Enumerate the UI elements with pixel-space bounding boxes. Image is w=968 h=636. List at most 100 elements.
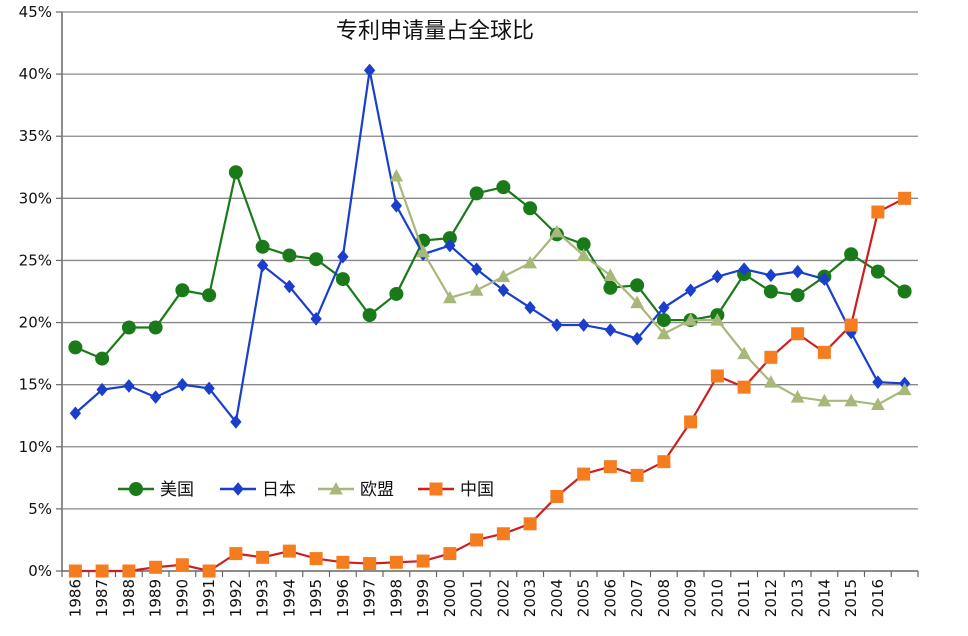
data-point [175,283,190,298]
data-point [175,558,189,572]
data-point [657,326,671,340]
data-point [496,180,511,195]
data-point [523,201,538,216]
y-tick-label: 40% [19,65,52,83]
data-point [122,564,136,578]
y-axis-ticks: 0% 5% 10% 15% 20% 25% 30% 35% 40% 45% [19,3,52,580]
x-tick-label: 2011 [735,579,753,617]
data-point [96,382,108,397]
data-point [176,377,189,392]
data-point [710,313,725,326]
data-point [844,393,858,407]
data-point [658,300,670,315]
data-point [630,295,644,309]
data-point [202,564,216,578]
data-point [363,63,376,78]
legend-item: 欧盟 [318,480,394,500]
x-tick-label: 1988 [120,579,138,617]
x-tick-label: 2016 [869,579,887,617]
data-point [710,369,724,383]
data-point [683,313,698,326]
data-point [416,244,430,258]
data-point [310,312,322,326]
data-point [363,557,377,571]
data-point [711,269,724,284]
x-tick-label: 1997 [361,579,379,617]
x-tick-label: 1995 [307,579,325,617]
x-tick-label: 1999 [414,579,432,617]
data-point [790,288,805,303]
data-point [95,564,109,578]
data-point [68,564,82,578]
data-point [603,268,618,281]
data-point [817,345,831,359]
data-point [871,205,885,219]
x-tick-label: 1998 [387,579,405,617]
x-tick-label: 1991 [200,579,218,617]
data-point [362,308,377,323]
x-tick-label: 2009 [682,579,700,617]
y-tick-label: 10% [19,438,52,456]
data-point [416,554,430,568]
data-point [443,290,457,304]
data-point [791,264,804,279]
x-tick-label: 2002 [494,579,512,617]
x-tick-label: 2005 [575,579,593,617]
y-tick-label: 20% [19,314,52,332]
x-tick-label: 2004 [548,579,566,617]
data-point [282,544,296,558]
data-point [550,489,564,503]
data-point [551,318,563,332]
x-tick-label: 1990 [173,579,191,617]
data-point [149,560,163,574]
series-3 [68,191,912,578]
x-tick-label: 2012 [762,579,780,617]
data-point [763,284,778,299]
data-point [497,283,510,298]
data-point [230,415,242,429]
x-tick-label: 2014 [815,579,833,617]
data-point [550,224,564,238]
data-point [390,199,403,213]
data-point [656,313,671,328]
y-tick-label: 45% [19,3,52,21]
data-point [389,168,404,182]
legend: 美国 日本 欧盟 中国 [118,480,494,500]
y-tick-label: 0% [28,562,52,580]
data-point [871,397,885,411]
data-point [764,350,778,364]
data-point [604,323,617,337]
series-line [74,168,906,360]
data-point [524,300,536,315]
data-point [684,283,697,298]
series-line [395,175,906,406]
data-point [337,249,349,264]
data-point [737,380,751,394]
x-tick-label: 2003 [521,579,539,617]
x-tick-label: 1992 [227,579,245,617]
x-tick-label: 2015 [842,579,860,617]
legend-item: 中国 [418,480,494,500]
x-tick-label: 2000 [441,579,459,617]
data-point [791,327,805,341]
data-point [657,455,671,469]
data-point [95,351,110,366]
y-tick-label: 15% [19,376,52,394]
series-line [74,70,905,425]
data-point [229,547,243,561]
data-point [335,272,350,287]
data-point [256,550,270,564]
x-tick-label: 1996 [334,579,352,617]
data-point [470,262,483,276]
data-point [469,186,484,201]
legend-marker [129,482,143,496]
data-point [203,381,215,396]
data-point [69,406,82,421]
data-point [283,279,296,294]
x-tick-label: 2007 [628,579,646,617]
series-0 [68,165,912,366]
data-point [817,393,832,407]
y-tick-label: 35% [19,127,52,145]
data-point [872,375,884,389]
x-tick-label: 2008 [655,579,673,617]
